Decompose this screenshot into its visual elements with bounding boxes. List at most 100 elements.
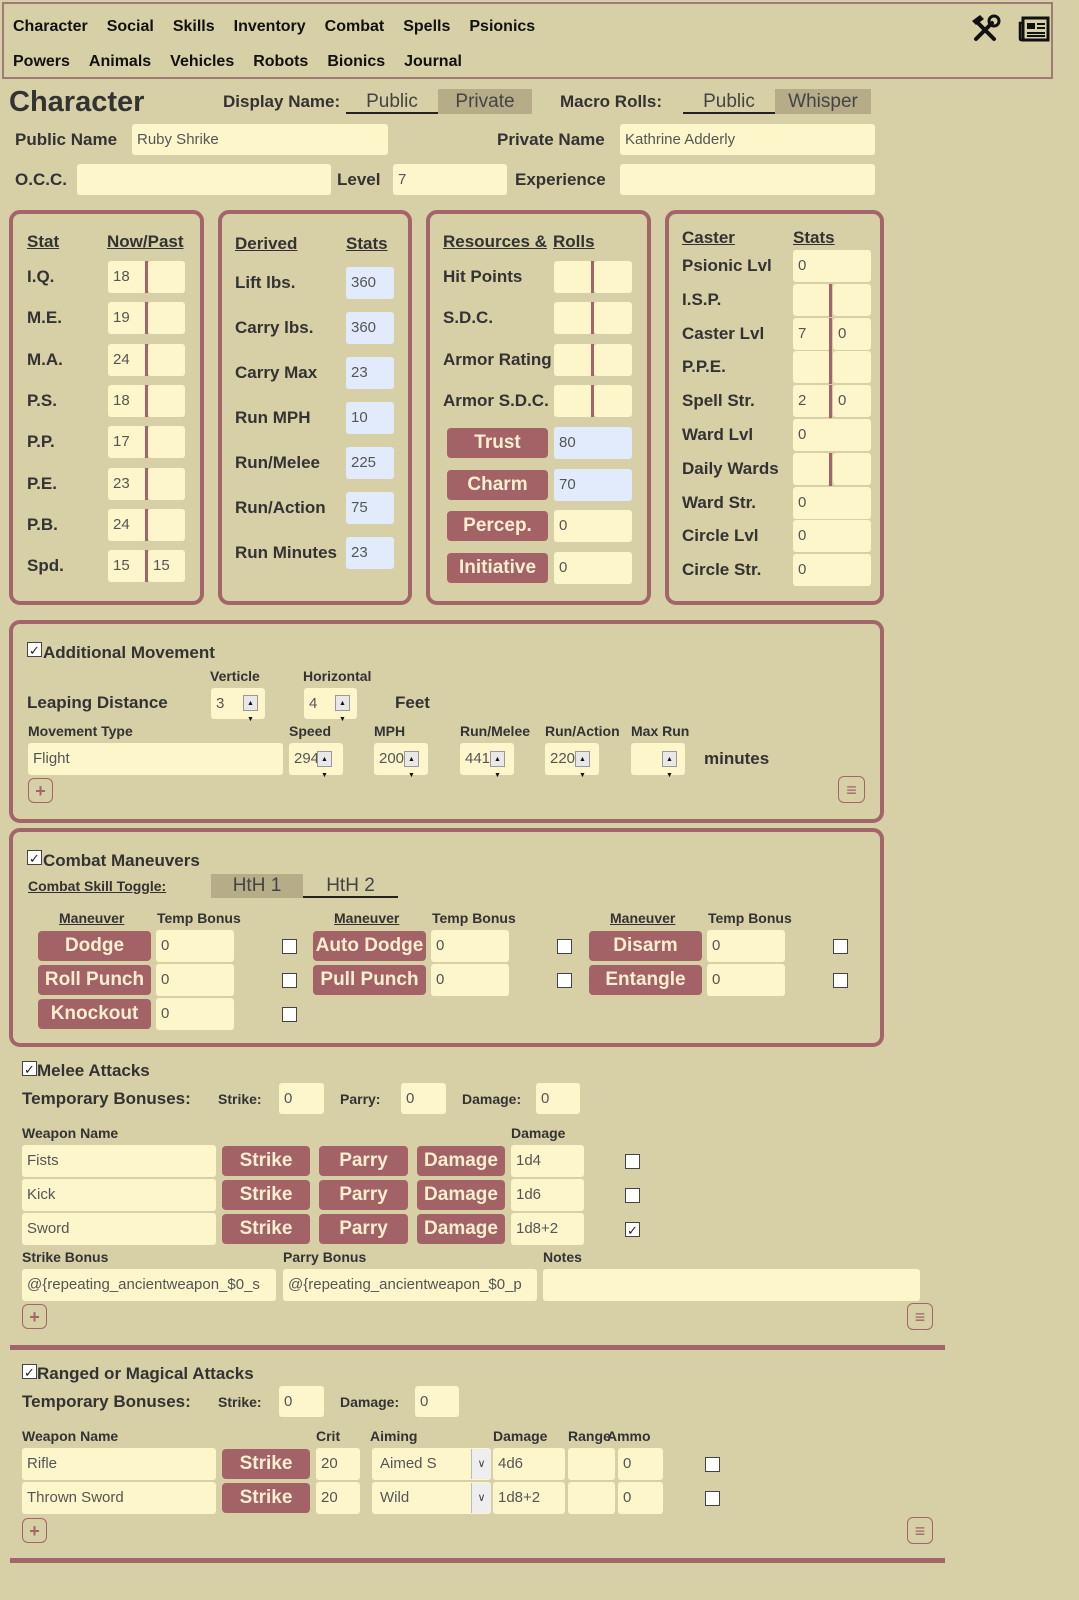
ranged-weapon-name-input[interactable]: Rifle <box>22 1448 216 1480</box>
caster-b-input[interactable]: 0 <box>833 318 871 350</box>
resource-current-input[interactable] <box>554 344 592 376</box>
stat-now-input[interactable]: 15 <box>108 550 146 582</box>
weapon-damage-button[interactable]: Damage <box>417 1214 505 1244</box>
roll-charm-button[interactable]: Charm <box>447 470 548 500</box>
weapon-strike-button[interactable]: Strike <box>222 1180 310 1210</box>
caster-a-input[interactable]: 7 <box>793 318 830 350</box>
derived-value[interactable]: 23 <box>346 537 394 569</box>
caster-value-input[interactable]: 0 <box>793 419 871 451</box>
weapon-strike-button[interactable]: Strike <box>222 1214 310 1244</box>
add-melee-button[interactable]: + <box>22 1304 47 1329</box>
roll-value-input[interactable]: 0 <box>554 552 632 584</box>
maneuver-knockout-button[interactable]: Knockout <box>38 999 151 1029</box>
stat-past-input[interactable] <box>148 426 185 458</box>
public-name-input[interactable]: Ruby Shrike <box>132 124 388 155</box>
ranged-ammo-input[interactable]: 0 <box>618 1482 663 1514</box>
ranged-damage-input[interactable]: 4d6 <box>493 1448 565 1480</box>
roll-value-input[interactable]: 0 <box>554 510 632 542</box>
ranged-checkbox[interactable] <box>705 1491 720 1506</box>
stat-past-input[interactable] <box>148 344 185 376</box>
ranged-weapon-name-input[interactable]: Thrown Sword <box>22 1482 216 1514</box>
caster-value-input[interactable]: 0 <box>793 520 871 552</box>
tab-social[interactable]: Social <box>106 18 154 35</box>
derived-value[interactable]: 23 <box>346 357 394 389</box>
weapon-parry-button[interactable]: Parry <box>319 1146 408 1176</box>
ranged-strike-button[interactable]: Strike <box>222 1449 310 1479</box>
maneuver-checkbox[interactable] <box>282 973 297 988</box>
caster-b-input[interactable]: 0 <box>833 385 871 417</box>
maneuver-bonus-input[interactable]: 0 <box>156 930 234 962</box>
derived-value[interactable]: 360 <box>346 312 394 344</box>
movement-type-input[interactable]: Flight <box>28 743 283 775</box>
occ-input[interactable] <box>77 164 331 195</box>
stat-past-input[interactable] <box>148 261 185 293</box>
stat-past-input[interactable] <box>148 385 185 417</box>
caster-a-input[interactable] <box>793 284 830 316</box>
movement-speed-input[interactable]: 294 <box>289 743 343 775</box>
ranged-checkbox[interactable] <box>705 1457 720 1472</box>
tab-skills[interactable]: Skills <box>172 18 215 35</box>
tools-icon[interactable] <box>968 13 1002 47</box>
maneuver-bonus-input[interactable]: 0 <box>707 930 785 962</box>
roll-percep-button[interactable]: Percep. <box>447 511 548 541</box>
caster-value-input[interactable]: 0 <box>793 487 871 519</box>
ranged-damage-input[interactable]: 0 <box>415 1386 459 1417</box>
maneuver-checkbox[interactable] <box>557 939 572 954</box>
hth-1-toggle[interactable]: HtH 1 <box>211 874 303 898</box>
weapon-checkbox[interactable]: ✓ <box>625 1222 640 1238</box>
chevron-down-icon[interactable]: ∨ <box>471 1483 491 1513</box>
ranged-ammo-input[interactable]: 0 <box>618 1448 663 1480</box>
weapon-name-input[interactable]: Kick <box>22 1179 216 1211</box>
tab-robots[interactable]: Robots <box>253 53 309 70</box>
movement-run-melee-spinner[interactable]: ▲ ▼ <box>490 751 505 779</box>
resource-current-input[interactable] <box>554 385 592 417</box>
resource-max-input[interactable] <box>594 385 632 417</box>
maneuver-disarm-button[interactable]: Disarm <box>589 931 702 961</box>
stat-past-input[interactable] <box>148 468 185 500</box>
tab-journal[interactable]: Journal <box>404 53 462 70</box>
display-name-private[interactable]: Private <box>438 89 532 114</box>
add-movement-button[interactable]: + <box>28 778 53 803</box>
add-ranged-button[interactable]: + <box>22 1518 47 1543</box>
resource-max-input[interactable] <box>594 344 632 376</box>
roll-trust-button[interactable]: Trust <box>447 428 548 458</box>
movement-menu-button[interactable]: ≡ <box>838 776 865 803</box>
movement-toggle-checkbox[interactable]: ✓ <box>27 642 42 658</box>
tab-character[interactable]: Character <box>13 18 88 35</box>
resource-max-input[interactable] <box>594 261 632 293</box>
maneuver-checkbox[interactable] <box>833 973 848 988</box>
derived-value[interactable]: 75 <box>346 492 394 524</box>
level-input[interactable]: 7 <box>393 164 507 195</box>
weapon-name-input[interactable]: Fists <box>22 1145 216 1177</box>
tab-spells[interactable]: Spells <box>403 18 451 35</box>
roll-value-input[interactable]: 70 <box>554 469 632 501</box>
experience-input[interactable] <box>620 164 875 195</box>
resource-current-input[interactable] <box>554 261 592 293</box>
tab-inventory[interactable]: Inventory <box>233 18 306 35</box>
stat-past-input[interactable] <box>148 302 185 334</box>
ranged-crit-input[interactable]: 20 <box>316 1482 360 1514</box>
maneuver-checkbox[interactable] <box>282 939 297 954</box>
resource-current-input[interactable] <box>554 302 592 334</box>
movement-run-action-input[interactable]: 220 <box>545 743 599 775</box>
melee-toggle-checkbox[interactable]: ✓ <box>22 1061 37 1077</box>
weapon-damage-input[interactable]: 1d6 <box>511 1179 584 1211</box>
maneuver-checkbox[interactable] <box>282 1007 297 1022</box>
maneuver-pull-punch-button[interactable]: Pull Punch <box>313 965 426 995</box>
movement-max-run-spinner[interactable]: ▲ ▼ <box>662 751 677 779</box>
derived-value[interactable]: 10 <box>346 402 394 434</box>
tab-powers[interactable]: Powers <box>13 53 70 70</box>
roll-value-input[interactable]: 80 <box>554 427 632 459</box>
tab-combat[interactable]: Combat <box>324 18 385 35</box>
caster-a-input[interactable] <box>793 351 830 383</box>
tab-bionics[interactable]: Bionics <box>327 53 386 70</box>
maneuver-auto-dodge-button[interactable]: Auto Dodge <box>313 931 426 961</box>
maneuver-bonus-input[interactable]: 0 <box>156 998 234 1030</box>
maneuver-bonus-input[interactable]: 0 <box>431 964 509 996</box>
tab-vehicles[interactable]: Vehicles <box>170 53 235 70</box>
macro-rolls-whisper[interactable]: Whisper <box>775 89 871 114</box>
stat-now-input[interactable]: 23 <box>108 468 146 500</box>
strike-bonus-input[interactable]: @{repeating_ancientweapon_$0_s <box>22 1269 276 1301</box>
movement-speed-spinner[interactable]: ▲ ▼ <box>317 751 332 779</box>
stat-now-input[interactable]: 19 <box>108 302 146 334</box>
